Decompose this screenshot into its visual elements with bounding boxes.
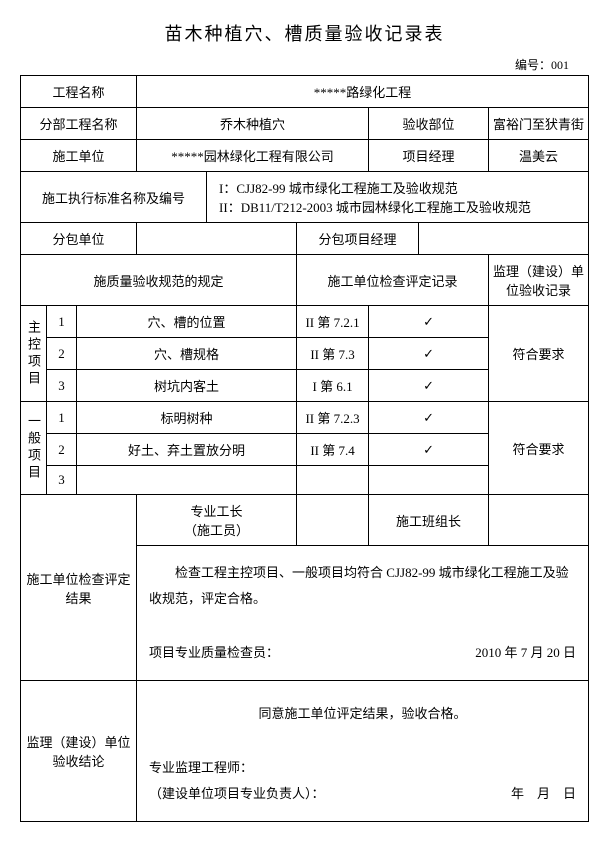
accept-dept: 富裕门至犾青街 <box>489 108 589 140</box>
doc-number: 编号：001 <box>20 56 589 73</box>
main-3-name: 树坑内客土 <box>77 370 297 402</box>
main-2-mark: ✓ <box>369 338 489 370</box>
project-name: *****路绿化工程 <box>137 76 589 108</box>
foreman-value <box>297 495 369 546</box>
general-result: 符合要求 <box>489 402 589 495</box>
col-spec: 施质量验收规范的规定 <box>21 255 297 306</box>
owner-label: （建设单位项目专业负责人）： <box>149 786 325 801</box>
main-3-mark: ✓ <box>369 370 489 402</box>
main-1-ref: II 第 7.2.1 <box>297 306 369 338</box>
gen-2-mark: ✓ <box>369 434 489 466</box>
subcontractor-label: 分包单位 <box>21 223 137 255</box>
gen-1-no: 1 <box>47 402 77 434</box>
standard-value: I：CJJ82-99 城市绿化工程施工及验收规范 II：DB11/T212-20… <box>207 172 589 223</box>
gen-3-ref <box>297 466 369 495</box>
main-3-no: 3 <box>47 370 77 402</box>
group-general-label: 一般项目 <box>21 402 47 495</box>
gen-1-name: 标明树种 <box>77 402 297 434</box>
pm: 温美云 <box>489 140 589 172</box>
record-table: 工程名称 *****路绿化工程 分部工程名称 乔木种植穴 验收部位 富裕门至犾青… <box>20 75 589 822</box>
gen-3-no: 3 <box>47 466 77 495</box>
project-name-label: 工程名称 <box>21 76 137 108</box>
supervise-label: 监理（建设）单位验收结论 <box>21 681 137 822</box>
supervise-text: 同意施工单位评定结果，验收合格。 <box>149 701 576 727</box>
doc-no-value: 001 <box>551 58 569 72</box>
sub-project: 乔木种植穴 <box>137 108 369 140</box>
main-result: 符合要求 <box>489 306 589 402</box>
contractor-label: 施工单位 <box>21 140 137 172</box>
gen-1-mark: ✓ <box>369 402 489 434</box>
engineer-label: 专业监理工程师： <box>149 755 576 781</box>
inspector-label: 项目专业质量检查员： <box>149 645 279 660</box>
main-1-mark: ✓ <box>369 306 489 338</box>
standard-label: 施工执行标准名称及编号 <box>21 172 207 223</box>
gen-1-ref: II 第 7.2.3 <box>297 402 369 434</box>
result-text: 检查工程主控项目、一般项目均符合 CJJ82-99 城市绿化工程施工及验收规范，… <box>149 560 576 612</box>
accept-dept-label: 验收部位 <box>369 108 489 140</box>
main-2-ref: II 第 7.3 <box>297 338 369 370</box>
col-check: 施工单位检查评定记录 <box>297 255 489 306</box>
date2: 年 月 日 <box>511 781 576 807</box>
gen-2-name: 好土、弃土置放分明 <box>77 434 297 466</box>
contractor: *****园林绿化工程有限公司 <box>137 140 369 172</box>
date1: 2010 年 7 月 20 日 <box>475 640 576 666</box>
unit-result-label: 施工单位检查评定结果 <box>21 495 137 681</box>
foreman-label: 专业工长 （施工员） <box>137 495 297 546</box>
sub-pm-label: 分包项目经理 <box>297 223 419 255</box>
group-main-label: 主控项目 <box>21 306 47 402</box>
main-1-name: 穴、槽的位置 <box>77 306 297 338</box>
subcontractor <box>137 223 297 255</box>
main-3-ref: I 第 6.1 <box>297 370 369 402</box>
doc-no-label: 编号： <box>515 58 551 72</box>
gen-2-no: 2 <box>47 434 77 466</box>
col-supervise: 监理（建设）单位验收记录 <box>489 255 589 306</box>
page-title: 苗木种植穴、槽质量验收记录表 <box>20 20 589 46</box>
team-leader-label: 施工班组长 <box>369 495 489 546</box>
sub-project-label: 分部工程名称 <box>21 108 137 140</box>
gen-2-ref: II 第 7.4 <box>297 434 369 466</box>
main-2-name: 穴、槽规格 <box>77 338 297 370</box>
team-leader-value <box>489 495 589 546</box>
pm-label: 项目经理 <box>369 140 489 172</box>
gen-3-mark <box>369 466 489 495</box>
main-1-no: 1 <box>47 306 77 338</box>
gen-3-name <box>77 466 297 495</box>
sub-pm <box>419 223 589 255</box>
main-2-no: 2 <box>47 338 77 370</box>
